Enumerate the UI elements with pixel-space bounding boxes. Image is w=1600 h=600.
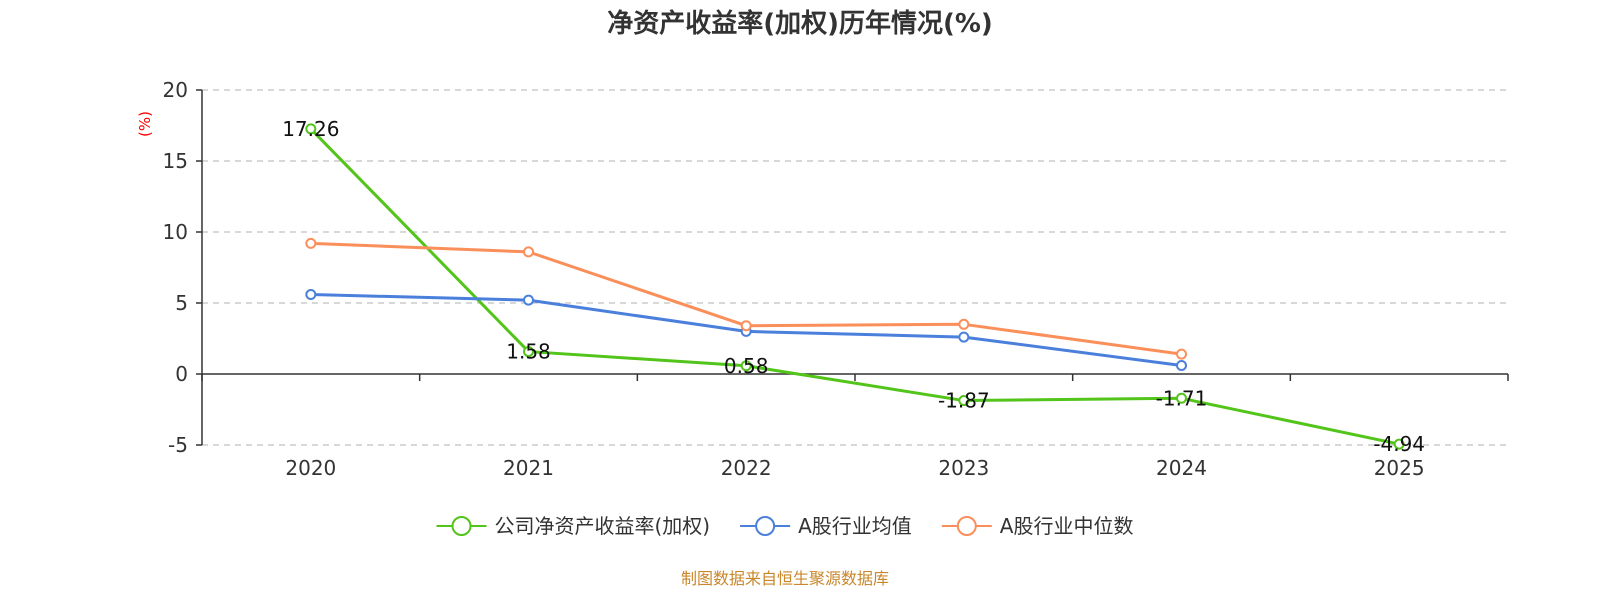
legend-item-2[interactable]: A股行业中位数 — [941, 514, 1134, 538]
data-point — [958, 318, 970, 330]
x-tick-label: 2020 — [285, 456, 336, 480]
data-point — [523, 346, 534, 358]
x-tick-label: 2024 — [1156, 456, 1207, 480]
data-point — [740, 320, 752, 332]
legend-label: 公司净资产收益率(加权) — [495, 514, 711, 538]
legend: 公司净资产收益率(加权) A股行业均值 A股行业中位数 — [436, 514, 1134, 538]
data-label: 0.58 — [724, 354, 769, 378]
legend-marker-icon — [451, 516, 472, 536]
data-point — [1176, 348, 1187, 360]
data-label: -1.71 — [1156, 386, 1208, 410]
data-point — [958, 395, 970, 407]
legend-label: A股行业均值 — [798, 514, 912, 538]
chart-title: 净资产收益率(加权)历年情况(%) — [607, 8, 993, 39]
data-label: -4.94 — [1373, 432, 1425, 456]
x-tick-label: 2025 — [1374, 456, 1425, 480]
legend-marker-icon — [755, 516, 776, 536]
data-point — [1176, 359, 1187, 371]
legend-label: A股行业中位数 — [1000, 514, 1134, 538]
data-point — [305, 237, 317, 249]
y-axis-unit: (%) — [136, 111, 154, 137]
data-label: -1.87 — [938, 389, 990, 413]
source-note: 制图数据来自恒生聚源数据库 — [681, 569, 889, 588]
gridlines — [202, 89, 1508, 446]
series-line-0 — [309, 127, 1400, 446]
data-point — [305, 288, 317, 300]
x-tick-label: 2023 — [938, 456, 989, 480]
series-group — [305, 123, 1405, 450]
data-point — [958, 331, 970, 343]
data-point — [523, 246, 534, 258]
y-tick-label: 0 — [175, 362, 188, 386]
legend-marker-icon — [956, 516, 977, 536]
y-axis-ticks: -5 0 5 10 15 20 — [163, 78, 202, 457]
data-point — [523, 294, 534, 306]
data-point — [1393, 438, 1405, 450]
y-tick-label: 10 — [163, 220, 188, 244]
axes — [201, 90, 1508, 445]
legend-item-1[interactable]: A股行业均值 — [740, 514, 912, 538]
x-tick-label: 2022 — [721, 456, 772, 480]
data-label: 17.26 — [282, 117, 339, 141]
x-tick-label: 2021 — [503, 456, 554, 480]
data-label: 1.58 — [506, 340, 551, 364]
y-tick-label: 5 — [175, 291, 188, 315]
y-tick-label: -5 — [168, 433, 188, 457]
y-tick-label: 20 — [163, 78, 188, 102]
data-point — [305, 123, 317, 135]
data-point — [740, 360, 752, 372]
y-tick-label: 15 — [163, 149, 188, 173]
data-labels: 17.26 1.58 0.58 -1.87 -1.71 -4.94 — [282, 117, 1425, 456]
x-axis-ticks: 2020 2021 2022 2023 2024 2025 — [201, 374, 1509, 480]
legend-item-0[interactable]: 公司净资产收益率(加权) — [436, 514, 711, 538]
data-point — [1176, 392, 1187, 404]
